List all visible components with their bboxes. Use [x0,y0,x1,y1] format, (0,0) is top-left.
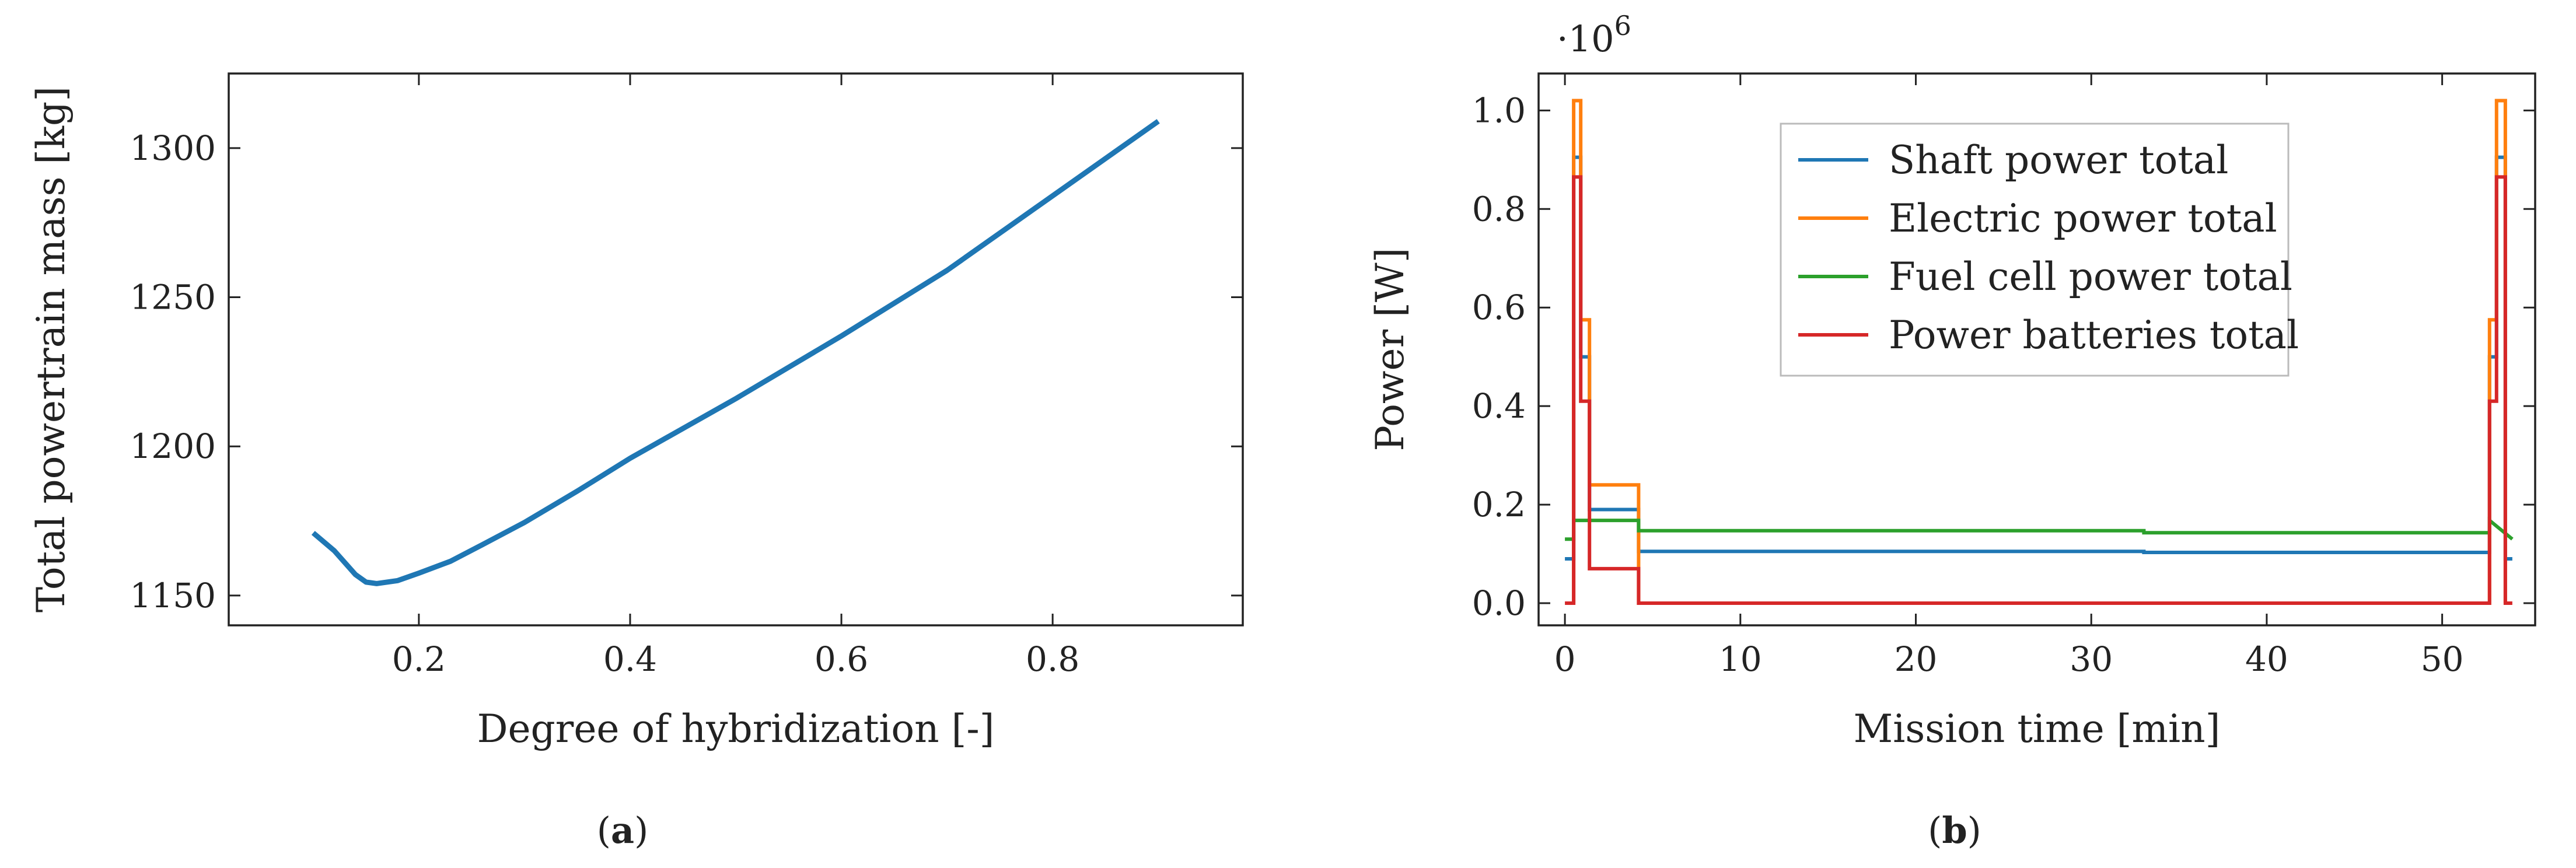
y-multiplier-b: ·106 [1557,10,1631,60]
x-tick-label-b: 0 [1554,639,1576,679]
x-tick-label-b: 40 [2245,639,2288,679]
caption-b: (b) [1928,809,1981,852]
legend-label-1: Shaft power total [1889,138,2228,183]
legend-label-4: Power batteries total [1889,313,2299,358]
chart-b: 0 10 20 30 40 50 0.0 0.2 0.4 0.6 0.8 1.0 Mission tim… [1368,10,2536,751]
x-tick-label-a: 0.6 [815,639,868,679]
y-tick-label-b: 0.0 [1472,583,1526,623]
x-axis-label-a: Degree of hybridization [-] [477,706,995,751]
y-tick-label-a: 1150 [130,576,216,615]
legend-label-3: Fuel cell power total [1889,254,2292,299]
legend-label-2: Electric power total [1889,196,2277,241]
y-multiplier-exponent: 6 [1614,10,1631,41]
x-tick-label-a: 0.8 [1026,639,1079,679]
y-tick-label-a: 1250 [130,278,216,317]
x-tick-label-b: 50 [2421,639,2464,679]
x-tick-label-b: 10 [1719,639,1762,679]
plot-frame-b [1537,72,2536,626]
y-tick-label-b: 1.0 [1472,90,1526,130]
chart-a: 0.2 0.4 0.6 0.8 1150 1200 1250 1300 Degree of hy… [29,72,1244,751]
y-tick-label-b: 0.6 [1472,288,1526,327]
series-line-a-1 [311,119,1160,586]
y-axis-label-a: Total powertrain mass [kg] [29,86,74,612]
y-tick-label-b: 0.4 [1472,386,1526,426]
series-line-b-2 [1572,99,2507,605]
y-axis-label-b: Power [W] [1368,248,1413,452]
x-tick-label-b: 30 [2070,639,2113,679]
y-tick-label-b: 0.2 [1472,485,1526,524]
x-axis-label-b: Mission time [min] [1854,706,2221,751]
x-tick-label-a: 0.2 [392,639,446,679]
caption-a: (a) [597,809,649,852]
y-tick-label-a: 1300 [130,128,216,168]
x-tick-label-a: 0.4 [603,639,657,679]
x-tick-label-b: 20 [1895,639,1938,679]
plot-frame-a [228,72,1244,626]
y-multiplier-base: ·10 [1557,18,1614,60]
series-line-b-4 [1565,175,2512,605]
y-tick-label-a: 1200 [130,426,216,466]
y-tick-label-b: 0.8 [1472,189,1526,229]
